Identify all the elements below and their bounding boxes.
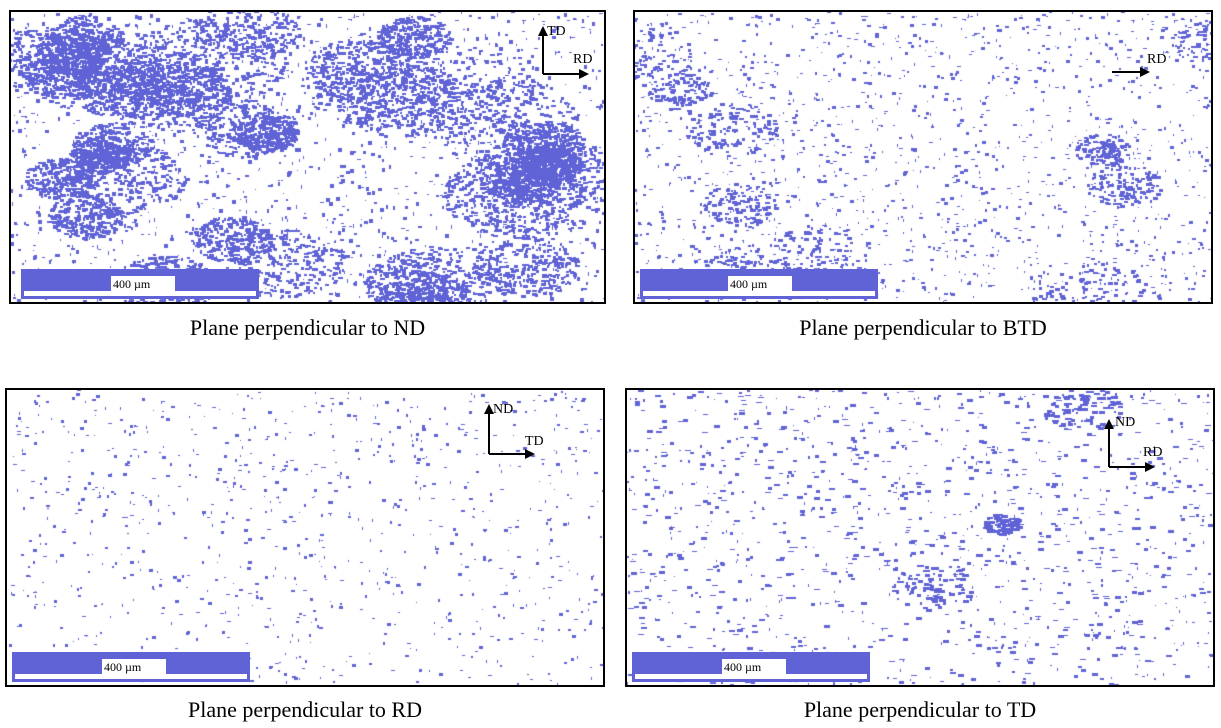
axis-label-right: RD [1147, 52, 1167, 67]
axis-label-right: TD [525, 434, 544, 449]
phase-map-image [627, 390, 1213, 685]
scale-bar-label: 400 µm [728, 276, 792, 292]
scale-bar-label: 400 µm [722, 659, 786, 675]
micrograph-panel-rd: 400 µm ND TD [5, 388, 605, 687]
axis-label-up: ND [1115, 415, 1136, 430]
scale-bar: 400 µm [21, 269, 259, 299]
axis-arrows [484, 404, 535, 459]
phase-map-image [635, 12, 1211, 302]
phase-map-image [11, 12, 604, 302]
scale-bar: 400 µm [632, 652, 870, 682]
caption-nd: Plane perpendicular to ND [189, 315, 426, 340]
axis-label-right: RD [1143, 445, 1163, 460]
axis-label-right: RD [573, 52, 593, 67]
axis-arrows [1104, 419, 1155, 472]
scale-bar: 400 µm [12, 652, 250, 682]
phase-map-image [7, 390, 603, 685]
micrograph-panel-nd: 400 µm TD RD [9, 10, 606, 304]
caption-btd: Plane perpendicular to BTD [799, 315, 1047, 340]
caption-td: Plane perpendicular to TD [803, 697, 1037, 722]
axis-label-up: ND [493, 402, 514, 417]
scale-bar: 400 µm [640, 269, 878, 299]
caption-rd: Plane perpendicular to RD [188, 697, 422, 722]
axis-label-up: TD [547, 24, 566, 39]
micrograph-panel-td: 400 µm ND RD [625, 388, 1215, 687]
micrograph-panel-btd: 400 µm RD [633, 10, 1213, 304]
scale-bar-label: 400 µm [102, 659, 166, 675]
axis-arrows [538, 26, 589, 79]
scale-bar-label: 400 µm [111, 276, 175, 292]
axis-arrows [1112, 67, 1150, 77]
